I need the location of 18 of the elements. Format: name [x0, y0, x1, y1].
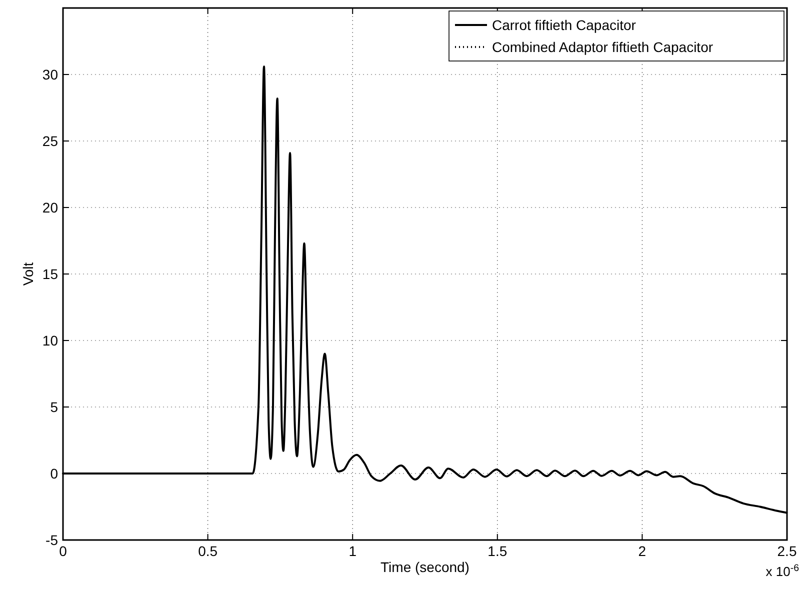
y-tick-label: -5 [46, 532, 58, 548]
legend-label: Carrot fiftieth Capacitor [492, 17, 636, 33]
x-axis-title: Time (second) [380, 559, 470, 575]
text: x 10$^{-6}$ [766, 562, 799, 579]
x-tick-label: 1 [348, 543, 357, 559]
x-tick-label: 1.5 [488, 543, 508, 559]
x-tick-label: 0.5 [198, 543, 218, 559]
y-tick-label: 25 [42, 133, 58, 149]
y-tick-label: 5 [50, 399, 58, 415]
y-tick-label: 0 [50, 466, 58, 482]
legend-label: Combined Adaptor fiftieth Capacitor [492, 39, 714, 55]
x-tick-label: 2.5 [777, 543, 797, 559]
x-tick-label: 2 [638, 543, 646, 559]
y-axis-title: Volt [20, 262, 36, 286]
y-tick-label: 20 [42, 200, 58, 216]
y-tick-label: 15 [42, 266, 58, 282]
y-tick-label: 10 [42, 332, 58, 348]
y-tick-label: 30 [42, 66, 58, 82]
